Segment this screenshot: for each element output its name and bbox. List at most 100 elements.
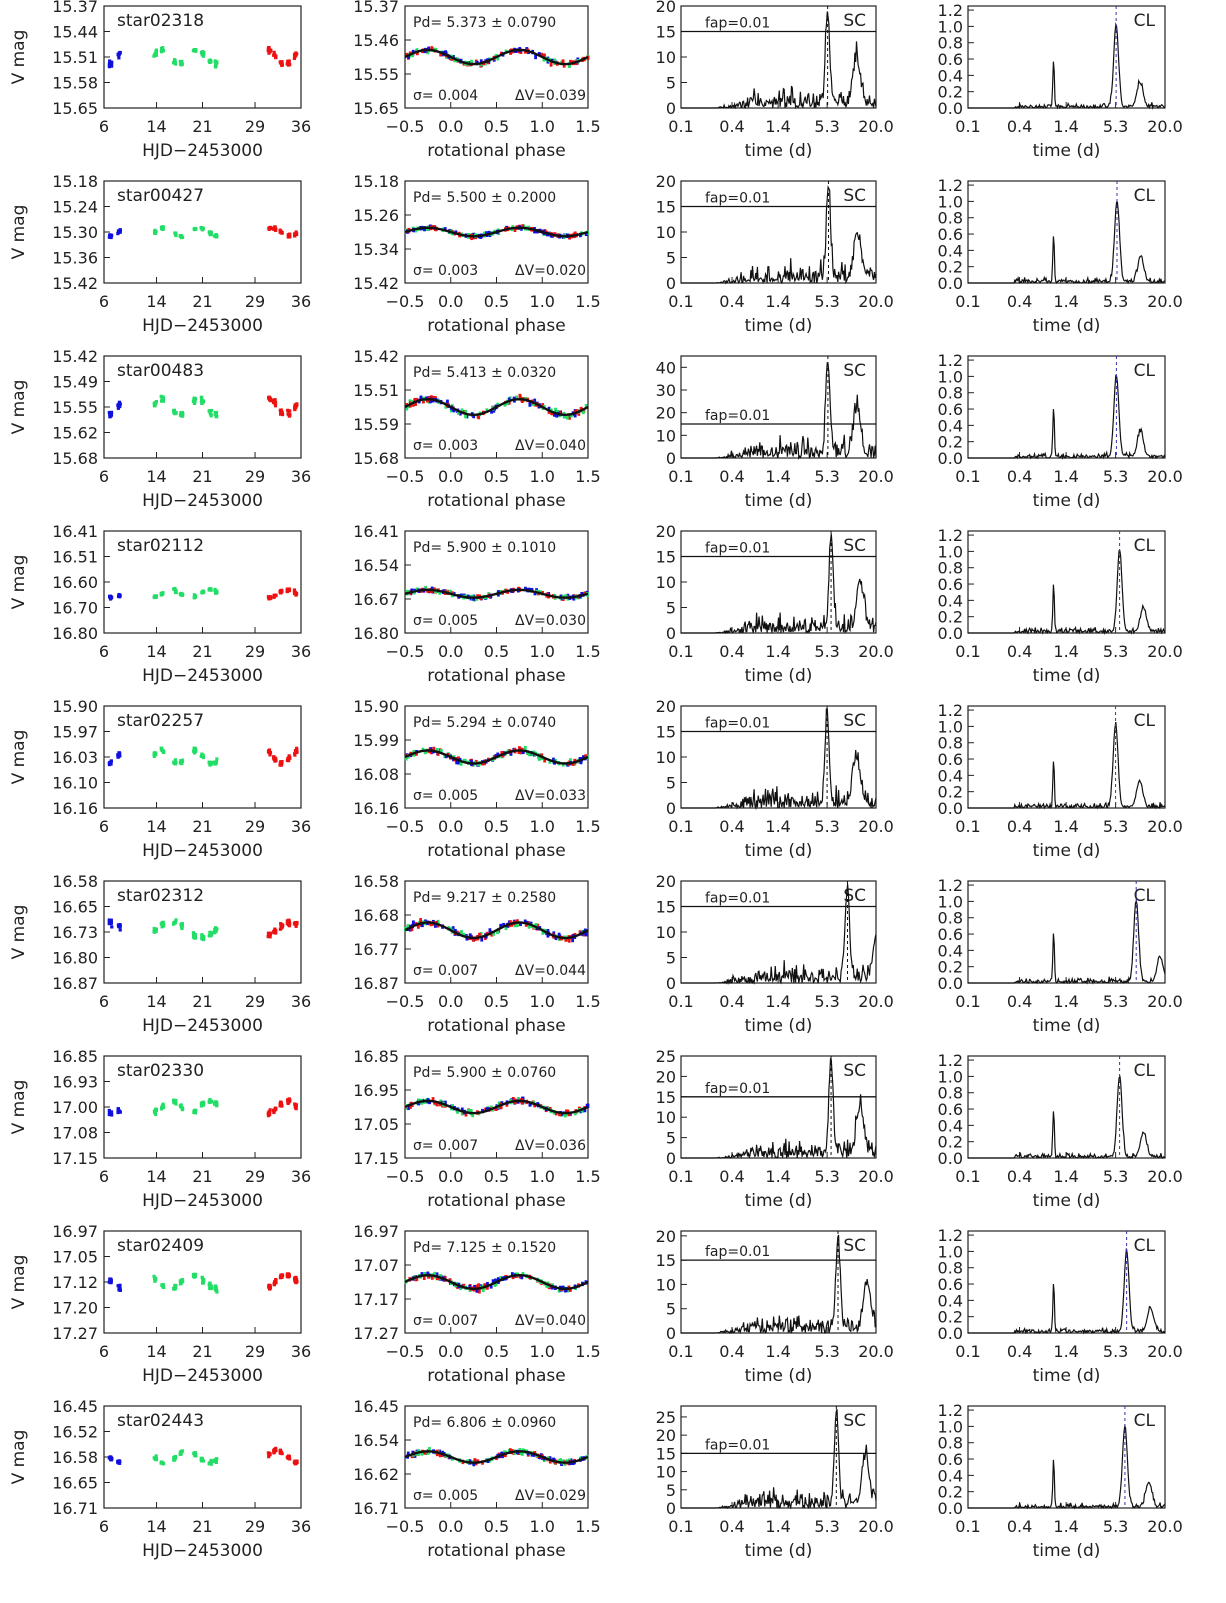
phase-point <box>449 407 453 413</box>
lightcurve-ylabel: V mag <box>9 1255 29 1310</box>
lightcurve-point <box>274 55 278 59</box>
lightcurve-point <box>285 589 289 594</box>
phase-ytick-label: 15.55 <box>353 65 399 84</box>
lightcurve-point <box>273 1106 278 1111</box>
scargle-xtick-label: 1.4 <box>765 992 790 1011</box>
lightcurve-point <box>286 408 290 412</box>
phase-ytick-label: 17.07 <box>353 1256 399 1275</box>
lightcurve-point <box>117 56 121 60</box>
period-text: Pd= 5.413 ± 0.0320 <box>413 365 556 381</box>
clean-xtick-label: 1.4 <box>1053 1342 1078 1361</box>
clean-ytick-label: 1.2 <box>938 1226 963 1245</box>
phase-point <box>542 57 546 62</box>
lightcurve-ytick-label: 16.87 <box>52 974 98 993</box>
lightcurve-point <box>267 396 271 400</box>
phase-xlabel: rotational phase <box>427 1541 566 1561</box>
phase-point <box>460 1107 464 1112</box>
lightcurve-ytick-label: 16.10 <box>52 774 98 793</box>
phase-ytick-label: 15.37 <box>353 0 399 16</box>
scargle-xtick-label: 5.3 <box>814 992 839 1011</box>
lightcurve-point <box>160 923 165 927</box>
phase-point <box>553 412 556 417</box>
phase-xtick-label: 1.0 <box>530 992 555 1011</box>
clean-ytick-label: 0.4 <box>938 66 963 85</box>
lightcurve-point <box>192 401 197 405</box>
scargle-xtick-label: 0.4 <box>719 642 744 661</box>
phase-point <box>430 1275 434 1280</box>
lightcurve-point <box>109 759 113 763</box>
lightcurve-point <box>273 398 277 402</box>
lightcurve-xlabel: HJD−2453000 <box>142 1366 263 1386</box>
scargle-ytick-label: 10 <box>656 223 676 242</box>
scargle-ytick-label: 20 <box>656 1227 676 1246</box>
clean-ytick-label: 0.4 <box>938 766 963 785</box>
phase-xtick-label: 0.5 <box>484 992 509 1011</box>
clean-ytick-label: 0.8 <box>938 209 963 228</box>
lightcurve-ytick-label: 15.24 <box>52 198 98 217</box>
lightcurve-point <box>180 758 185 762</box>
fap-label: fap=0.01 <box>705 1244 770 1260</box>
lightcurve-point <box>292 588 297 592</box>
scargle-ytick-label: 20 <box>656 697 676 716</box>
clean-xtick-label: 20.0 <box>1147 1517 1183 1536</box>
phase-point <box>542 53 546 58</box>
lightcurve-ytick-label: 16.70 <box>52 599 98 618</box>
scargle-ytick-label: 40 <box>656 358 676 377</box>
phase-point <box>547 591 550 597</box>
phase-xtick-label: 1.0 <box>530 467 555 486</box>
lightcurve-point <box>286 1098 290 1102</box>
star-name: star02409 <box>117 1236 204 1256</box>
lightcurve-point <box>193 48 197 52</box>
lightcurve-point <box>294 230 298 234</box>
delta-v-text: ΔV=0.033 <box>515 788 586 804</box>
phase-point <box>472 232 476 238</box>
phase-point <box>541 403 545 408</box>
clean-xtick-label: 0.4 <box>1007 117 1032 136</box>
lightcurve-point <box>213 410 218 415</box>
clean-xtick-label: 5.3 <box>1103 1342 1128 1361</box>
clean-xtick-label: 5.3 <box>1103 992 1128 1011</box>
phase-point <box>518 746 521 751</box>
phase-point <box>420 922 424 928</box>
lightcurve-ytick-label: 17.08 <box>52 1124 98 1143</box>
phase-point <box>438 590 441 595</box>
delta-v-text: ΔV=0.040 <box>515 438 586 454</box>
scargle-tag: SC <box>843 1411 866 1431</box>
lightcurve-point <box>207 1462 211 1466</box>
lightcurve-point <box>278 1448 283 1452</box>
phase-point <box>547 406 551 412</box>
lightcurve-ytick-label: 15.51 <box>52 48 98 67</box>
phase-point <box>503 402 507 407</box>
scargle-xtick-label: 1.4 <box>765 467 790 486</box>
phase-point <box>479 932 483 937</box>
lightcurve-point <box>273 404 278 408</box>
lightcurve-point <box>118 230 122 234</box>
phase-point <box>485 231 488 236</box>
phase-point <box>430 46 434 51</box>
phase-point <box>546 933 550 938</box>
phase-fit-curve <box>404 48 589 66</box>
lightcurve-ytick-label: 17.05 <box>52 1248 98 1267</box>
clean-ytick-label: 0.8 <box>938 909 963 928</box>
clean-ytick-label: 0.2 <box>938 608 963 627</box>
lightcurve-ytick-label: 16.85 <box>52 1047 98 1066</box>
lightcurve-point <box>108 1110 112 1114</box>
lightcurve-ytick-label: 16.03 <box>52 748 98 767</box>
phase-point <box>455 759 459 765</box>
lightcurve-point <box>279 1451 283 1455</box>
lightcurve-point <box>173 761 177 765</box>
lightcurve-point <box>116 406 120 410</box>
phase-point <box>517 1097 520 1102</box>
scargle-ytick-label: 5 <box>666 774 676 793</box>
lightcurve-point <box>213 1287 217 1291</box>
lightcurve-point <box>208 1098 212 1102</box>
lightcurve-point <box>280 588 284 592</box>
phase-point <box>520 1274 524 1280</box>
phase-point <box>464 409 468 415</box>
lightcurve-xtick-label: 29 <box>245 467 265 486</box>
lightcurve-xlabel: HJD−2453000 <box>142 491 263 511</box>
lightcurve-point <box>110 925 114 929</box>
scargle-xtick-label: 0.1 <box>668 817 693 836</box>
phase-ytick-label: 16.16 <box>353 799 399 818</box>
lightcurve-point <box>209 1286 214 1290</box>
